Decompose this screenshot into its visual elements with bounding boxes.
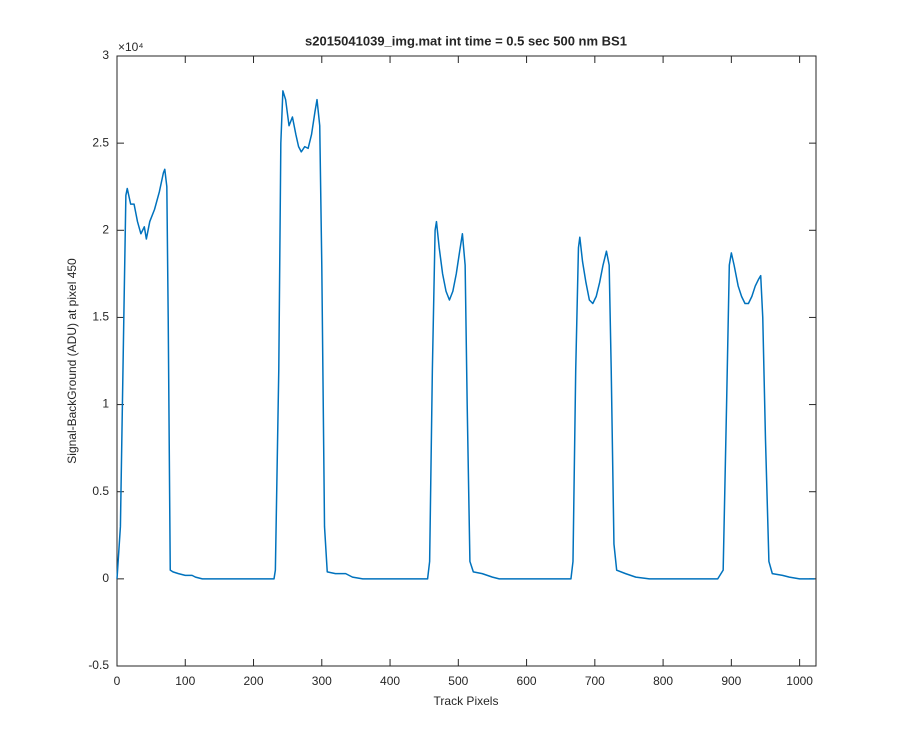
- x-tick-label: 800: [653, 674, 673, 688]
- x-tick-label: 900: [721, 674, 741, 688]
- y-tick-label: 1: [102, 397, 109, 411]
- y-tick-label: -0.5: [88, 658, 109, 672]
- y-axis-label: Signal-BackGround (ADU) at pixel 450: [65, 258, 79, 464]
- y-tick-label: 3: [102, 48, 109, 62]
- x-tick-label: 1000: [786, 674, 813, 688]
- x-tick-label: 400: [380, 674, 400, 688]
- x-tick-label: 700: [585, 674, 605, 688]
- y-tick-label: 2.5: [92, 135, 109, 149]
- x-tick-label: 600: [517, 674, 537, 688]
- x-tick-label: 300: [312, 674, 332, 688]
- x-tick-label: 0: [114, 674, 121, 688]
- plot-box: [116, 55, 817, 667]
- x-tick-label: 500: [448, 674, 468, 688]
- x-tick-label: 200: [244, 674, 264, 688]
- x-axis-label: Track Pixels: [434, 694, 499, 708]
- chart-title: s2015041039_img.mat int time = 0.5 sec 5…: [305, 33, 627, 48]
- y-exponent: ×10⁴: [118, 40, 144, 54]
- y-tick-label: 2: [102, 222, 109, 236]
- data-line: [116, 90, 815, 580]
- x-tick-label: 100: [175, 674, 195, 688]
- y-tick-label: 0: [102, 571, 109, 585]
- y-tick-label: 1.5: [92, 310, 109, 324]
- y-tick-label: 0.5: [92, 484, 109, 498]
